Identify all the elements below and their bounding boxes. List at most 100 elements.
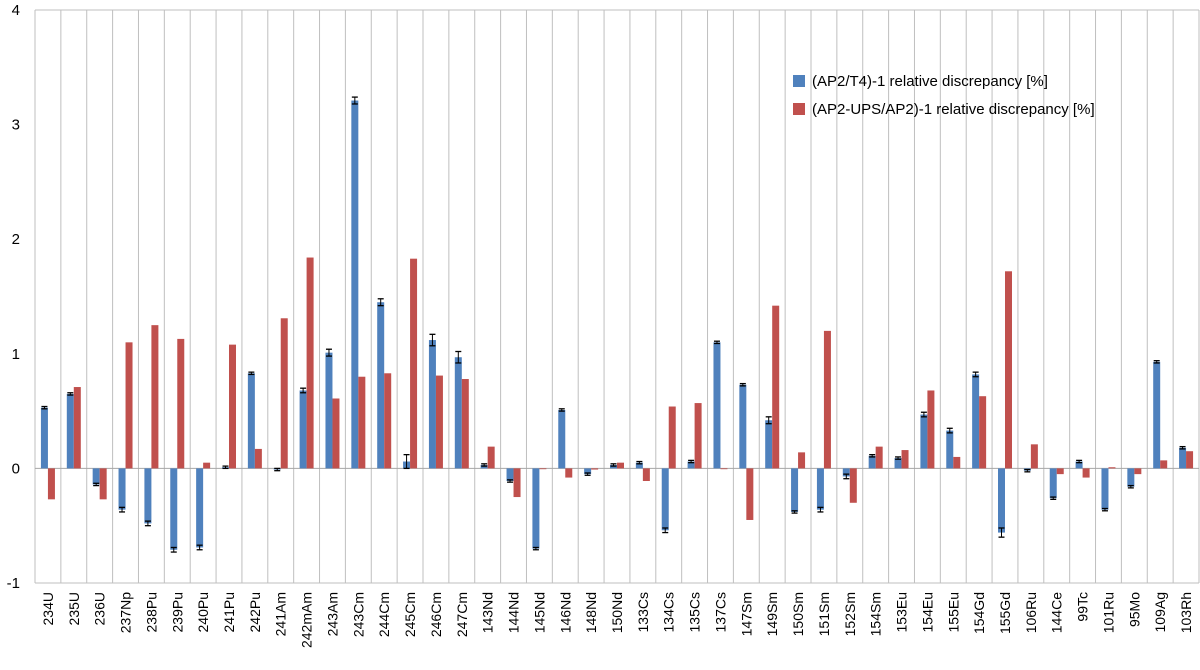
bar-series-1-155Gd [998, 468, 1005, 533]
bar-series-1-154Gd [972, 374, 980, 469]
y-axis-tick-labels: -1 0 1 2 3 4 [7, 2, 20, 592]
bar-series-2-154Gd [979, 396, 987, 469]
bar-series-2-144Ce [1056, 468, 1064, 475]
bar-series-2-240Pu [203, 462, 211, 469]
x-category-label-155Eu: 155Eu [945, 592, 961, 632]
x-category-label-245Cm: 245Cm [402, 592, 418, 637]
bar-series-2-241Am [280, 318, 288, 469]
bar-series-2-153Eu [901, 450, 909, 469]
y-tick-label: 0 [12, 460, 20, 477]
x-category-label-239Pu: 239Pu [169, 592, 185, 632]
x-category-label-238Pu: 238Pu [143, 592, 159, 632]
bar-series-2-244Cm [384, 373, 392, 469]
x-category-label-154Eu: 154Eu [919, 592, 935, 632]
x-category-label-240Pu: 240Pu [195, 592, 211, 632]
bar-series-2-234U [47, 468, 55, 500]
bar-series-2-247Cm [461, 379, 469, 469]
y-tick-label: 4 [12, 2, 20, 19]
y-tick-label: 3 [12, 117, 20, 134]
bar-series-1-144Ce [1049, 468, 1057, 499]
x-category-label-137Cs: 137Cs [712, 592, 728, 632]
x-category-label-150Nd: 150Nd [609, 592, 625, 633]
bar-series-2-101Ru [1108, 467, 1116, 469]
bar-series-2-154Eu [927, 390, 935, 469]
x-category-label-234U: 234U [40, 592, 56, 625]
bar-series-1-155Eu [946, 430, 954, 469]
legend-label-series-1: (AP2/T4)-1 relative discrepancy [%] [812, 73, 1048, 90]
bar-series-2-242mAm [306, 257, 314, 469]
bar-series-2-155Eu [953, 456, 961, 469]
bar-series-1-247Cm [454, 357, 462, 469]
x-category-label-135Cs: 135Cs [687, 592, 703, 632]
x-category-label-237Np: 237Np [118, 592, 134, 633]
bar-series-2-109Ag [1160, 460, 1168, 469]
bar-series-2-236U [99, 468, 107, 500]
bar-series-1-240Pu [196, 468, 204, 548]
bar-series-1-244Cm [377, 302, 385, 469]
x-category-label-103Rh: 103Rh [1178, 592, 1194, 633]
x-category-label-243Cm: 243Cm [350, 592, 366, 637]
x-category-label-247Cm: 247Cm [454, 592, 470, 637]
grid-lines [34, 9, 1200, 584]
bar-series-2-145Nd [539, 468, 547, 470]
bar-series-2-95Mo [1134, 468, 1142, 475]
bar-series-2-143Nd [487, 446, 495, 469]
bar-series-2-103Rh [1186, 451, 1194, 469]
bar-series-2-152Sm [849, 468, 857, 503]
bar-series-2-235U [73, 387, 81, 469]
bar-series-1-154Eu [920, 414, 928, 469]
x-category-label-153Eu: 153Eu [894, 592, 910, 632]
bar-series-1-237Np [118, 468, 126, 510]
x-category-label-109Ag: 109Ag [1152, 592, 1168, 632]
legend-swatch-series-2 [793, 103, 805, 115]
bar-series-1-133Cs [635, 462, 643, 469]
x-axis-category-labels: 234U 235U 236U 237Np 238Pu 239Pu 240Pu 241Pu 242… [40, 592, 1194, 648]
x-category-label-147Sm: 147Sm [738, 592, 754, 636]
bar-series-2-241Pu [229, 344, 236, 469]
bar-series-1-243Am [325, 352, 333, 469]
bar-series-1-234U [40, 407, 48, 469]
bar-series [40, 96, 1194, 553]
bar-series-2-150Sm [798, 452, 806, 469]
bar-series-2-146Nd [565, 468, 573, 478]
bar-series-2-151Sm [823, 330, 831, 469]
bar-series-1-236U [92, 468, 100, 485]
bar-series-2-147Sm [746, 468, 754, 520]
bar-series-1-103Rh [1179, 447, 1187, 469]
bar-series-1-151Sm [816, 468, 824, 510]
bar-series-1-239Pu [170, 468, 178, 550]
bar-series-2-106Ru [1030, 444, 1038, 469]
bar-series-2-154Sm [875, 446, 883, 469]
bar-series-1-238Pu [144, 468, 152, 524]
bar-series-1-134Cs [661, 468, 669, 531]
bar-series-1-154Sm [868, 455, 876, 469]
x-category-label-143Nd: 143Nd [480, 592, 496, 633]
x-category-label-133Cs: 133Cs [635, 592, 651, 632]
x-category-label-101Ru: 101Ru [1100, 592, 1116, 633]
bar-series-2-133Cs [642, 468, 650, 482]
bar-series-2-243Cm [358, 376, 366, 469]
bar-series-2-245Cm [410, 258, 418, 469]
bar-series-1-145Nd [532, 468, 540, 549]
bar-series-2-243Am [332, 398, 340, 469]
bar-series-1-246Cm [428, 340, 436, 469]
x-category-label-148Nd: 148Nd [583, 592, 599, 633]
legend-label-series-2: (AP2-UPS/AP2)-1 relative discrepancy [%] [812, 101, 1095, 118]
bar-series-1-243Cm [351, 100, 359, 469]
bar-series-1-95Mo [1127, 468, 1135, 487]
bar-series-2-148Nd [591, 468, 599, 470]
x-category-label-241Am: 241Am [273, 592, 289, 636]
x-category-label-150Sm: 150Sm [790, 592, 806, 636]
x-category-label-106Ru: 106Ru [1023, 592, 1039, 633]
x-category-label-241Pu: 241Pu [221, 592, 237, 632]
bar-series-1-242mAm [299, 390, 307, 469]
bar-series-1-109Ag [1153, 361, 1161, 469]
x-category-label-134Cs: 134Cs [661, 592, 677, 632]
bar-series-2-155Gd [1005, 271, 1012, 469]
bar-series-2-239Pu [177, 338, 185, 469]
bar-series-2-246Cm [435, 375, 443, 469]
bar-series-2-237Np [125, 342, 133, 469]
bar-series-1-135Cs [687, 461, 695, 469]
x-category-label-236U: 236U [92, 592, 108, 625]
